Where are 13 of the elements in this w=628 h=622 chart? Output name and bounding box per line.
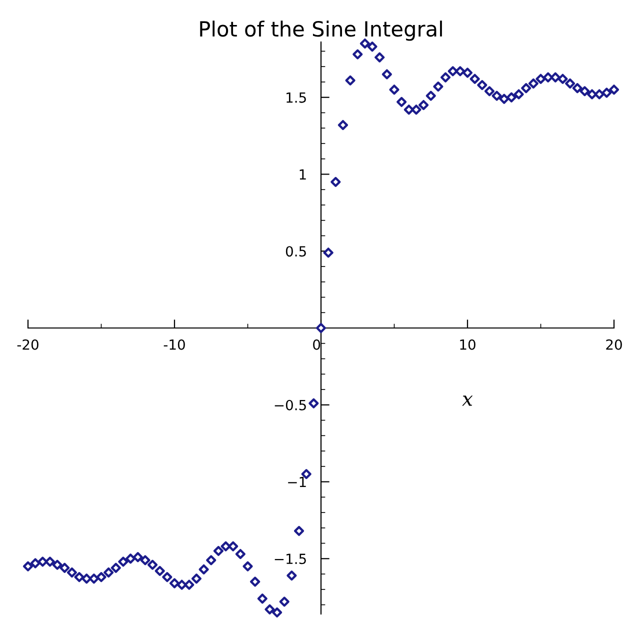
x-tick-label: 20 bbox=[606, 339, 622, 350]
y-tick-label: 1 bbox=[300, 169, 306, 180]
y-tick-label: 1.5 bbox=[286, 92, 306, 103]
y-tick-label: 0.5 bbox=[286, 246, 306, 257]
x-tick-label: 10 bbox=[460, 339, 476, 350]
x-axis-title: x bbox=[462, 396, 473, 406]
y-tick-label: −1.5 bbox=[274, 554, 306, 564]
x-tick-label: 0 bbox=[313, 339, 320, 350]
y-tick-label: −0.5 bbox=[274, 400, 306, 410]
chart-title: Plot of the Sine Integral bbox=[200, 20, 442, 41]
x-tick-label: -20 bbox=[17, 339, 38, 350]
y-tick-label: −1 bbox=[288, 476, 306, 488]
x-tick-label: -10 bbox=[164, 339, 185, 350]
